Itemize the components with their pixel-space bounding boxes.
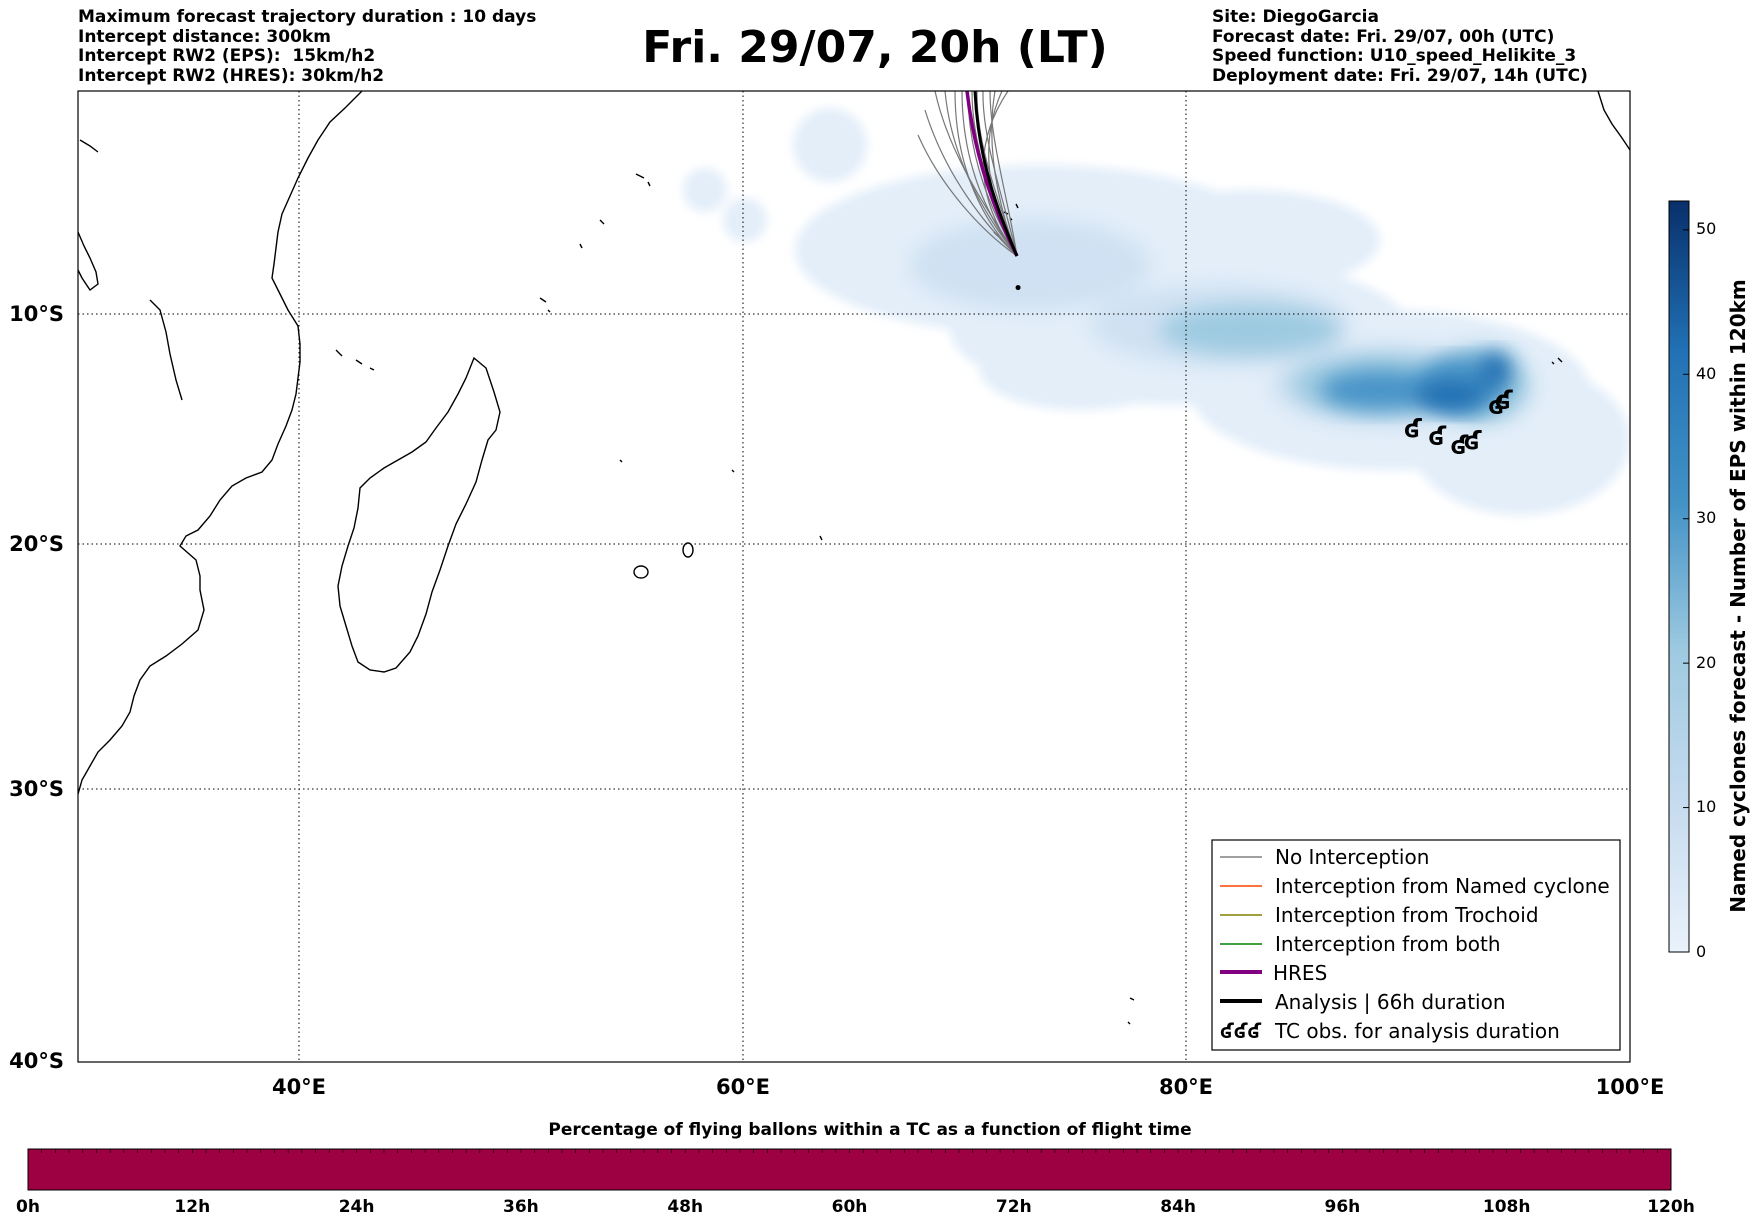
header-right-info: Site: DiegoGarcia Forecast date: Fri. 29… xyxy=(1212,7,1588,86)
seychelles-islands xyxy=(579,173,651,249)
bar-tick-label-0: 0h xyxy=(16,1197,40,1217)
bar-tick-label-3: 36h xyxy=(503,1197,539,1217)
legend-box xyxy=(1211,839,1621,1051)
bar-tick-label-4: 48h xyxy=(667,1197,703,1217)
bar-tick-label-8: 96h xyxy=(1325,1197,1361,1217)
bar-tick-label-6: 72h xyxy=(996,1197,1032,1217)
bar-tick-label-2: 24h xyxy=(339,1197,375,1217)
intercept-distance-text: Intercept distance: 300km xyxy=(78,26,331,47)
legend-named-cyclone: Interception from Named cyclone xyxy=(1275,874,1610,898)
tc-obs-marker-2: ʛ xyxy=(1450,431,1469,461)
map-frame xyxy=(77,90,1631,1063)
legend-analysis: Analysis | 66h duration xyxy=(1275,990,1506,1014)
amsterdam-island xyxy=(1127,997,1135,1025)
coastlines xyxy=(78,91,1630,1025)
bar-tick-label-10: 120h xyxy=(1647,1197,1695,1217)
tc-obs-marker-3: ʛ xyxy=(1464,427,1483,457)
arabia-somalia-coast xyxy=(78,231,99,292)
mauritius-island xyxy=(633,565,649,579)
lat-tick-40s: 40°S xyxy=(9,1049,64,1073)
speed-function-text: Speed function: U10_speed_Helikite_3 xyxy=(1212,46,1577,66)
intercept-rw2-hres-text: Intercept RW2 (HRES): 30km/h2 xyxy=(78,65,385,86)
lon-tick-60: 60°E xyxy=(716,1075,770,1099)
lat-tick-10s: 10°S xyxy=(9,302,64,326)
lat-tick-30s: 30°S xyxy=(9,777,64,801)
tc-obs-marker-1: ʛ xyxy=(1428,422,1447,452)
header-left-info: Maximum forecast trajectory duration : 1… xyxy=(78,7,537,86)
bar-tick-label-5: 60h xyxy=(832,1197,868,1217)
bar-tick-label-1: 12h xyxy=(174,1197,210,1217)
flight-time-bar-fill xyxy=(27,1148,1672,1191)
site-text: Site: DiegoGarcia xyxy=(1212,7,1379,27)
flight-time-bar-title: Percentage of flying ballons within a TC… xyxy=(548,1120,1191,1140)
mascarene-specks xyxy=(539,297,823,541)
eps-density-shading xyxy=(683,108,1630,515)
cb-tick-50: 50 xyxy=(1696,219,1716,238)
cb-tick-0: 0 xyxy=(1696,942,1706,961)
cb-tick-40: 40 xyxy=(1696,364,1716,383)
madagascar-coast xyxy=(337,356,501,673)
legend-both: Interception from both xyxy=(1275,932,1501,956)
tc-obs-marker-0: ʛ xyxy=(1404,415,1423,445)
max-duration-text: Maximum forecast trajectory duration : 1… xyxy=(78,7,537,27)
intercept-rw2-eps-text: Intercept RW2 (EPS): 15km/h2 xyxy=(78,46,376,66)
colorbar-gradient xyxy=(1668,200,1690,953)
comoros-islands xyxy=(335,349,375,371)
analysis-trajectory xyxy=(973,91,1019,257)
cb-tick-10: 10 xyxy=(1696,797,1716,816)
tc-obs-marker-5: ʛ xyxy=(1495,386,1514,416)
cocos-islands xyxy=(1551,357,1563,365)
colorbar: 0 10 20 30 40 50 Named cyclones forecast… xyxy=(1668,200,1750,961)
site-marker xyxy=(1015,285,1021,291)
legend: No Interception Interception from Named … xyxy=(1211,839,1621,1051)
deployment-date-text: Deployment date: Fri. 29/07, 14h (UTC) xyxy=(1212,65,1588,86)
lon-tick-80: 80°E xyxy=(1159,1075,1213,1099)
lon-tick-100: 100°E xyxy=(1596,1075,1665,1099)
legend-hres: HRES xyxy=(1273,961,1327,985)
legend-no-interception: No Interception xyxy=(1275,845,1429,869)
cb-tick-30: 30 xyxy=(1696,508,1716,527)
flight-time-bar: Percentage of flying ballons within a TC… xyxy=(16,1120,1695,1217)
legend-tc-obs: TC obs. for analysis duration xyxy=(1274,1019,1560,1043)
lon-tick-40: 40°E xyxy=(272,1075,326,1099)
red-sea-coast xyxy=(79,139,183,401)
legend-tc-obs-symbol: ʛʛʛ xyxy=(1220,1019,1261,1043)
bar-tick-label-9: 108h xyxy=(1483,1197,1531,1217)
legend-trochoid: Interception from Trochoid xyxy=(1275,903,1539,927)
africa-east-coast xyxy=(78,91,363,795)
forecast-date-text: Forecast date: Fri. 29/07, 00h (UTC) xyxy=(1212,26,1555,47)
lat-tick-20s: 20°S xyxy=(9,532,64,556)
sumatra-coast xyxy=(1597,91,1630,151)
page-title: Fri. 29/07, 20h (LT) xyxy=(642,22,1108,73)
reunion-island xyxy=(682,542,694,558)
cb-tick-20: 20 xyxy=(1696,653,1716,672)
tc-obs-marker-4: ʛ xyxy=(1488,391,1507,421)
bar-tick-label-7: 84h xyxy=(1160,1197,1196,1217)
colorbar-label: Named cyclones forecast - Number of EPS … xyxy=(1726,279,1750,913)
